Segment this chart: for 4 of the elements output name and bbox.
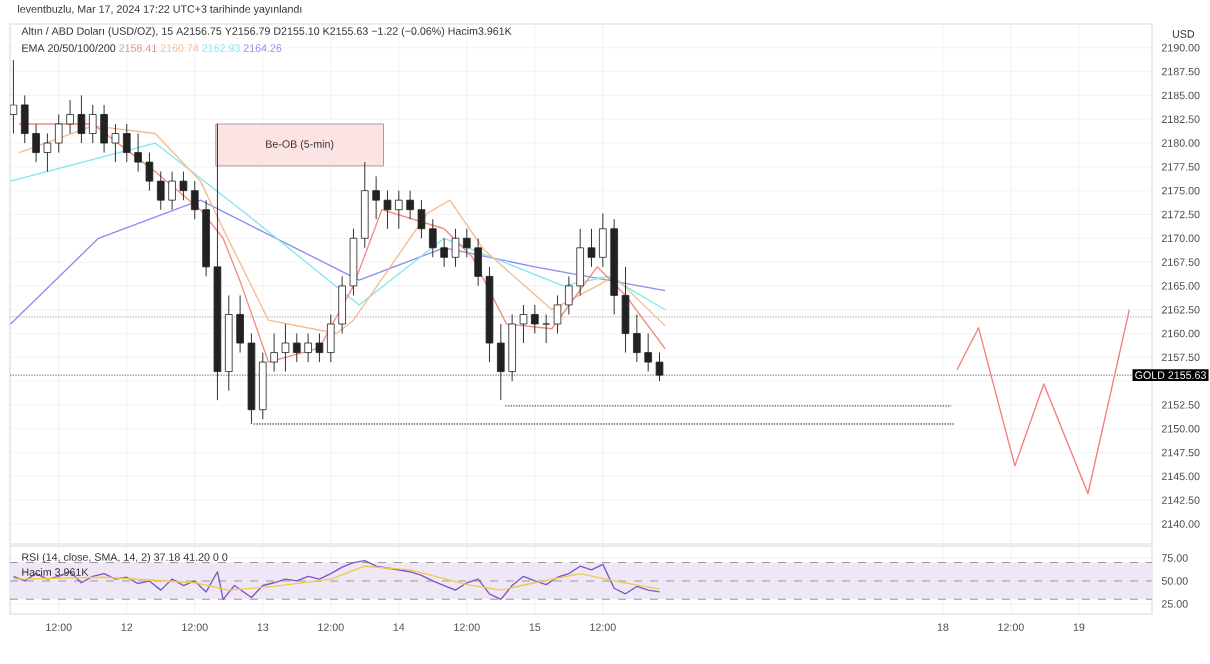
candlestick [10, 59, 18, 134]
line-series [12, 565, 661, 591]
line-series [956, 309, 1131, 495]
line-series [10, 142, 666, 311]
